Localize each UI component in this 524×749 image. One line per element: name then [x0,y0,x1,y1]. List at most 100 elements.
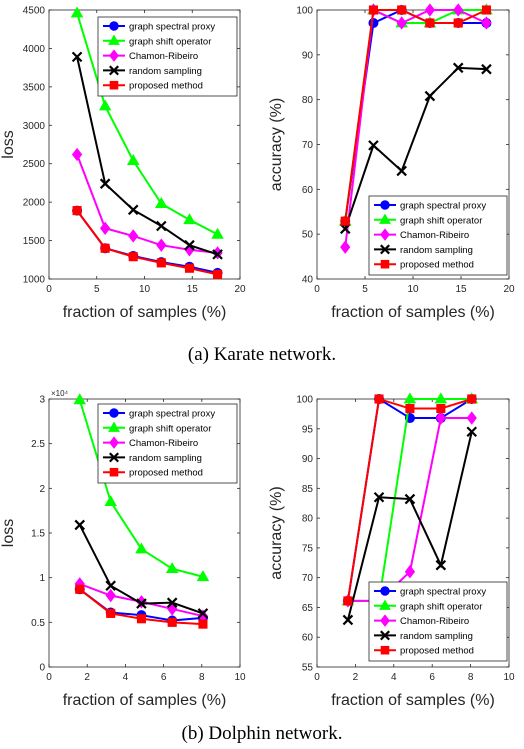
series-random-sampling [339,62,492,235]
legend-label: graph spectral proxy [400,587,486,598]
legend-label: graph shift operator [400,215,482,226]
data-point [405,403,415,414]
data-point [453,18,463,28]
legend-marker [109,452,119,463]
legend-marker [380,645,390,655]
y-tick-label: 2 [39,484,45,495]
data-point [155,197,168,209]
x-axis-label: fraction of samples (%) [63,692,227,709]
legend-label: proposed method [400,260,474,271]
caption-dolphin: (b) Dolphin network. [182,723,343,744]
legend-entry: proposed method [103,81,203,92]
data-point [424,90,436,102]
y-axis-label: accuracy (%) [268,98,285,191]
y-axis-label: loss [0,130,17,158]
data-point [434,392,448,404]
data-point [167,617,177,627]
data-point [396,165,407,177]
data-point [197,608,209,619]
data-point [165,562,179,574]
data-point [127,204,139,216]
y-axis-label: accuracy (%) [268,486,285,579]
y-tick-label: 90 [302,454,314,465]
x-axis-label: fraction of samples (%) [331,692,495,709]
data-point [100,221,111,235]
legend-marker [380,614,390,627]
y-tick-label: 1.5 [31,529,45,540]
chart-karate-accuracy: 0 5 10 15 20 40 50 60 70 80 90 100 fraction of sampl… [268,3,515,321]
legend-marker [109,80,119,90]
legend-label: proposed method [129,468,203,479]
data-point [184,239,195,251]
x-tick-label: 5 [94,284,100,295]
data-point [136,614,146,624]
x-tick-label: 4 [391,672,397,683]
data-point [339,223,351,235]
data-point [342,614,354,626]
series-proposed-method [72,206,223,279]
y-tick-label: 1500 [23,236,46,247]
data-point [71,51,83,63]
legend-label: graph shift operator [129,423,211,434]
data-point [397,5,407,15]
data-point [156,220,167,232]
legend-marker [109,467,119,477]
y-tick-label: 4000 [23,44,46,55]
data-point [128,229,139,243]
data-point [98,99,112,111]
legend-label: random sampling [129,66,202,77]
series-proposed-method [75,584,208,629]
chart-dolphin-loss: 0 2 4 6 8 10 0 0.5 1 1.5 2 2.5 3 ×10⁴ fraction of samp… [0,389,246,709]
data-point [368,5,378,15]
data-point [156,238,167,252]
series-proposed-method [340,5,491,226]
legend-label: random sampling [400,245,473,256]
legend-marker [380,200,390,210]
x-tick-label: 10 [407,284,419,295]
y-tick-label: 85 [302,484,314,495]
legend-marker [380,630,390,641]
legend-label: random sampling [400,631,473,642]
data-point [368,140,379,151]
y-tick-label: 95 [302,424,314,435]
legend-label: graph spectral proxy [129,22,215,33]
y-tick-label: 3000 [23,121,46,132]
y-axis-label: loss [0,519,17,547]
y-tick-label: 70 [302,573,314,584]
data-point [212,249,223,260]
data-point [198,619,208,629]
y-exponent-label: ×10⁴ [51,389,69,398]
legend-entry: graph spectral proxy [103,408,215,420]
legend-label: Chamon-Ribeiro [400,230,469,241]
data-point [453,3,464,17]
legend-marker [380,586,390,596]
x-tick-label: 15 [455,284,467,295]
x-tick-label: 20 [234,284,246,295]
legend-marker [380,228,390,241]
data-point [156,258,166,268]
legend: graph spectral proxy graph shift operator… [97,403,238,484]
y-tick-label: 55 [302,663,314,674]
data-point [481,63,492,75]
x-tick-label: 10 [139,284,151,295]
data-point [466,426,478,438]
x-tick-label: 2 [84,672,90,683]
data-point [184,263,195,273]
data-point [74,519,86,531]
series-line [344,9,487,222]
x-tick-label: 2 [353,672,359,683]
legend: graph spectral proxy graph shift operator… [368,195,508,276]
y-tick-label: 90 [302,50,314,61]
x-tick-label: 6 [429,672,435,683]
legend-label: graph shift operator [129,36,211,47]
data-point [435,559,447,571]
data-point [211,227,224,239]
data-point [213,269,223,279]
y-tick-label: 3 [39,395,45,406]
series-line [76,56,218,256]
y-tick-label: 2000 [23,198,46,209]
legend-marker [109,436,119,449]
legend-label: Chamon-Ribeiro [129,51,198,62]
data-point [104,495,117,507]
y-tick-label: 3500 [23,82,46,93]
